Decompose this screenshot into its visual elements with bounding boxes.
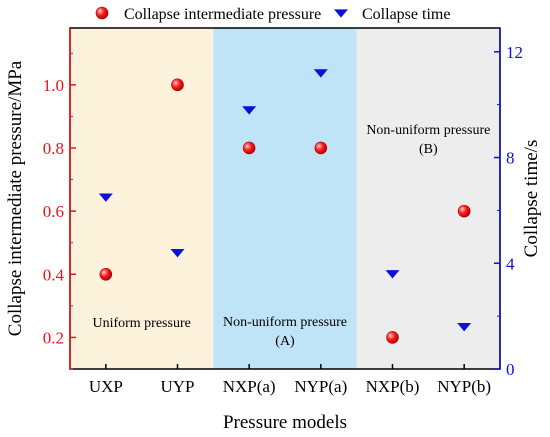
region-label: (A) bbox=[275, 334, 295, 349]
legend-marker-time bbox=[334, 9, 348, 18]
region-label: Non-uniform pressure bbox=[223, 315, 347, 330]
y2-axis-label: Collapse time/s bbox=[521, 140, 542, 258]
time-point bbox=[313, 69, 328, 78]
data-markers bbox=[98, 69, 472, 344]
region-band bbox=[70, 28, 214, 369]
time-point bbox=[385, 270, 400, 279]
left-tick-label: 0.4 bbox=[43, 265, 65, 284]
time-point bbox=[170, 249, 185, 258]
left-tick-label: 0.6 bbox=[43, 202, 64, 221]
legend-label-time: Collapse time bbox=[362, 6, 450, 23]
x-axis: UXP UYP NXP(a) NYP(a) NXP(b) NYP(b) bbox=[89, 364, 491, 396]
legend: Collapse intermediate pressure Collapse t… bbox=[95, 6, 450, 23]
region-band bbox=[213, 28, 357, 369]
background-regions bbox=[70, 28, 500, 369]
pressure-point bbox=[314, 141, 328, 155]
pressure-point bbox=[99, 267, 113, 281]
right-tick-label: 0 bbox=[506, 360, 515, 379]
pressure-point bbox=[457, 204, 471, 218]
region-label: Non-uniform pressure bbox=[366, 123, 490, 138]
time-point bbox=[457, 323, 472, 332]
right-tick-label: 12 bbox=[506, 43, 523, 62]
right-y-axis: 0 4 8 12 bbox=[494, 28, 523, 379]
time-point bbox=[98, 193, 113, 202]
x-tick-label: NXP(b) bbox=[366, 377, 420, 396]
time-point bbox=[242, 106, 257, 115]
left-y-axis: 0.2 0.4 0.6 0.8 1.0 bbox=[43, 28, 76, 370]
x-tick-label: NYP(b) bbox=[437, 377, 491, 396]
region-label: (B) bbox=[419, 142, 438, 157]
right-tick-label: 8 bbox=[506, 149, 515, 168]
x-tick-label: NXP(a) bbox=[223, 377, 276, 396]
region-band bbox=[356, 28, 500, 369]
legend-label-pressure: Collapse intermediate pressure bbox=[124, 6, 321, 23]
pressure-point bbox=[386, 331, 399, 344]
x-tick-label: UYP bbox=[160, 377, 194, 396]
pressure-point bbox=[242, 141, 256, 155]
pressure-point bbox=[171, 78, 184, 92]
region-labels: Uniform pressure Non-uniform pressure (A) N… bbox=[92, 123, 490, 349]
region-label: Uniform pressure bbox=[92, 316, 190, 331]
legend-marker-pressure bbox=[95, 6, 109, 20]
y-axis-label: Collapse intermediate pressure/MPa bbox=[5, 60, 26, 336]
left-tick-label: 0.2 bbox=[43, 328, 64, 347]
right-tick-label: 4 bbox=[506, 254, 515, 273]
x-tick-label: UXP bbox=[89, 377, 123, 396]
x-axis-label: Pressure models bbox=[223, 412, 347, 433]
left-tick-label: 0.8 bbox=[43, 139, 64, 158]
left-tick-label: 1.0 bbox=[43, 76, 64, 95]
x-tick-label: NYP(a) bbox=[294, 377, 347, 396]
